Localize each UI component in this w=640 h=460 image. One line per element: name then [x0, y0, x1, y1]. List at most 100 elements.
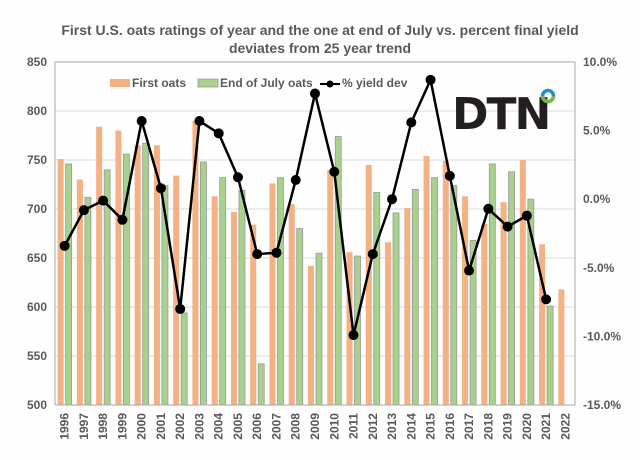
x-tick-label: 2000 — [135, 413, 149, 440]
dtn-logo: DTN — [452, 88, 556, 140]
bar-end-of-july-oats — [488, 163, 496, 406]
x-tick-label: 2005 — [231, 413, 245, 440]
yield-dev-point — [78, 205, 89, 216]
yield-dev-point — [271, 247, 282, 258]
right-tick-label: 0.0% — [583, 192, 611, 206]
x-tick-label: 2014 — [404, 413, 418, 440]
x-tick-label: 2007 — [269, 413, 283, 440]
axes — [54, 61, 576, 406]
bar-first-oats — [442, 160, 449, 405]
bar-first-oats — [558, 289, 565, 405]
x-tick-label: 2012 — [366, 413, 380, 440]
yield-dev-point — [425, 74, 436, 85]
bar-first-oats — [519, 160, 526, 405]
bar-end-of-july-oats — [200, 161, 207, 406]
left-tick-label: 700 — [27, 202, 47, 216]
bar-first-oats — [308, 265, 314, 405]
bar-first-oats — [462, 196, 469, 405]
right-tick-label: -15.0% — [583, 398, 621, 412]
yield-dev-point — [483, 203, 494, 214]
legend-label-end-of-july: End of July oats — [220, 76, 313, 90]
bar-end-of-july-oats — [277, 177, 284, 406]
x-tick-label: 1998 — [96, 413, 110, 440]
x-tick-label: 2008 — [289, 413, 303, 440]
yield-dev-point — [252, 249, 263, 260]
left-tick-label: 600 — [27, 300, 47, 314]
bar-end-of-july-oats — [257, 363, 265, 406]
x-tick-label: 2021 — [539, 413, 553, 440]
yield-dev-point — [175, 303, 186, 314]
chart-title-line-2: deviates from 25 year trend — [229, 40, 411, 56]
bar-first-oats — [96, 126, 103, 406]
bar-end-of-july-oats — [315, 252, 323, 406]
left-tick-label: 750 — [27, 153, 47, 167]
yield-dev-point — [59, 240, 70, 251]
left-tick-label: 650 — [27, 251, 47, 265]
yield-dev-point — [98, 195, 109, 206]
bar-first-oats — [288, 204, 295, 405]
legend-label-yield-dev: % yield dev — [342, 76, 408, 90]
bar-first-oats — [539, 244, 546, 405]
yield-dev-point — [541, 294, 552, 305]
bar-end-of-july-oats — [411, 188, 419, 406]
bar-first-oats — [57, 159, 64, 405]
bar-end-of-july-oats — [450, 185, 458, 406]
dtn-logo-ring-green — [540, 95, 556, 104]
yield-dev-point — [464, 265, 475, 276]
bar-first-oats — [385, 242, 392, 405]
legend-marker-yield-dev — [326, 80, 334, 88]
yield-dev-point — [232, 172, 243, 183]
bar-end-of-july-oats — [373, 191, 381, 406]
x-tick-label: 2020 — [520, 413, 534, 440]
x-tick-label: 2015 — [424, 413, 438, 440]
x-tick-label: 2002 — [173, 413, 187, 440]
bar-end-of-july-oats — [238, 189, 246, 406]
bar-end-of-july-oats — [392, 212, 400, 406]
legend-swatch-end-of-july — [197, 78, 219, 88]
yield-dev-point — [387, 194, 398, 205]
bar-first-oats — [327, 169, 334, 405]
bar-end-of-july-oats — [546, 305, 554, 406]
legend: First oats End of July oats % yield dev — [110, 76, 408, 90]
bar-first-oats — [269, 183, 276, 405]
x-tick-label: 2017 — [462, 413, 476, 440]
bar-first-oats — [115, 130, 122, 405]
yield-dev-point — [406, 117, 417, 128]
yield-dev-point — [348, 330, 359, 341]
right-tick-label: -5.0% — [583, 261, 615, 275]
bar-first-oats — [404, 208, 411, 405]
bar-end-of-july-oats — [296, 228, 304, 406]
x-tick-label: 2019 — [501, 413, 515, 440]
bar-end-of-july-oats — [84, 196, 92, 406]
yield-dev-point — [329, 166, 340, 177]
bar-end-of-july-oats — [65, 163, 73, 406]
x-tick-label: 1997 — [77, 413, 91, 440]
x-tick-label: 2001 — [154, 413, 168, 440]
bar-first-oats — [192, 120, 199, 406]
bar-end-of-july-oats — [334, 136, 342, 406]
x-tick-label: 2006 — [250, 413, 264, 440]
left-tick-label: 850 — [27, 55, 47, 69]
x-tick-label: 2004 — [212, 413, 226, 440]
x-tick-label: 1996 — [58, 413, 72, 440]
bar-first-oats — [250, 224, 257, 405]
chart-title-line-1: First U.S. oats ratings of year and the … — [61, 22, 578, 38]
x-tick-label: 1999 — [115, 413, 129, 440]
bar-first-oats — [500, 202, 507, 405]
right-tick-label: 10.0% — [583, 55, 617, 69]
yield-dev-point — [290, 174, 301, 185]
yield-dev-point — [444, 170, 455, 181]
bar-first-oats — [365, 164, 372, 405]
yield-dev-point — [155, 183, 166, 194]
x-tick-label: 2003 — [192, 413, 206, 440]
left-tick-label: 800 — [27, 104, 47, 118]
bar-first-oats — [481, 223, 488, 405]
bar-first-oats — [76, 179, 83, 405]
yield-dev-point — [213, 128, 224, 139]
bar-first-oats — [153, 145, 160, 406]
yield-dev-point — [117, 214, 128, 225]
bar-end-of-july-oats — [219, 177, 227, 406]
bar-first-oats — [230, 211, 237, 405]
x-axis-ticks: 1996 1997 1998 1999 2000 2001 2002 2003 2004 2005… — [58, 413, 573, 440]
